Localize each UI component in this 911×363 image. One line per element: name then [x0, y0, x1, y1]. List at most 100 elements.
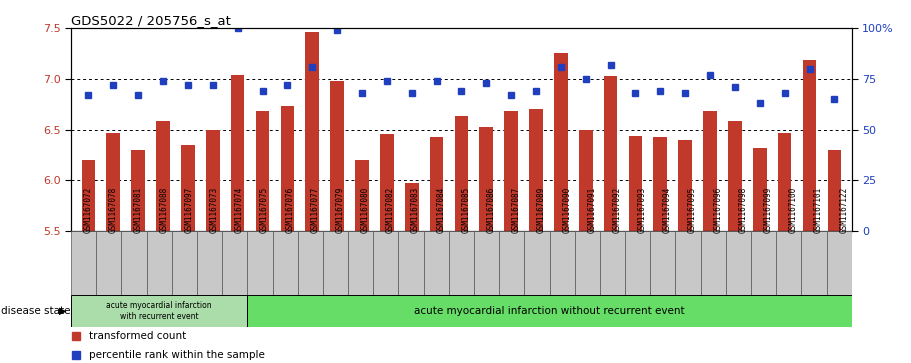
Bar	[499, 231, 525, 295]
Bar	[156, 122, 169, 231]
Text: GSM1167093: GSM1167093	[638, 187, 647, 233]
Text: acute myocardial infarction
with recurrent event: acute myocardial infarction with recurre…	[107, 301, 212, 321]
Text: GDS5022 / 205756_s_at: GDS5022 / 205756_s_at	[71, 14, 230, 27]
Text: GSM1167101: GSM1167101	[814, 187, 823, 233]
Bar	[449, 231, 474, 295]
Bar	[554, 53, 568, 231]
Text: GSM1167084: GSM1167084	[436, 187, 445, 233]
Bar	[430, 137, 444, 231]
Bar	[776, 231, 802, 295]
Text: GSM1167075: GSM1167075	[260, 187, 269, 233]
Bar	[131, 150, 145, 231]
Bar	[650, 231, 675, 295]
Bar	[549, 231, 575, 295]
Text: GSM1167090: GSM1167090	[562, 187, 571, 233]
Text: GSM1167096: GSM1167096	[713, 187, 722, 233]
Bar	[653, 137, 667, 231]
Text: GSM1167081: GSM1167081	[134, 187, 143, 233]
Text: GSM1167080: GSM1167080	[361, 187, 370, 233]
Text: GSM1167082: GSM1167082	[386, 187, 394, 233]
Text: transformed count: transformed count	[89, 331, 187, 341]
Bar	[479, 127, 493, 231]
Text: percentile rank within the sample: percentile rank within the sample	[89, 350, 265, 360]
Text: GSM1167099: GSM1167099	[763, 187, 773, 233]
Text: GSM1167074: GSM1167074	[235, 187, 244, 233]
Bar	[827, 150, 841, 231]
Text: GSM1167098: GSM1167098	[739, 187, 747, 233]
Text: GSM1167078: GSM1167078	[108, 187, 118, 233]
Bar	[230, 75, 244, 231]
Text: GSM1167089: GSM1167089	[537, 187, 546, 233]
Text: GSM1167091: GSM1167091	[588, 187, 597, 233]
Bar	[181, 145, 195, 231]
Text: GSM1167077: GSM1167077	[311, 187, 320, 233]
Text: acute myocardial infarction without recurrent event: acute myocardial infarction without recu…	[415, 306, 685, 316]
Bar	[726, 231, 751, 295]
Bar	[424, 231, 449, 295]
Bar	[802, 231, 826, 295]
Bar	[803, 61, 816, 231]
Bar	[331, 81, 344, 231]
Text: GSM1167122: GSM1167122	[839, 187, 848, 233]
Bar	[206, 130, 220, 231]
Bar	[305, 32, 319, 231]
Bar	[703, 111, 717, 231]
Bar	[82, 160, 96, 231]
Text: GSM1167083: GSM1167083	[411, 187, 420, 233]
Bar	[71, 295, 248, 327]
Text: GSM1167094: GSM1167094	[663, 187, 672, 233]
Text: GSM1167079: GSM1167079	[335, 187, 344, 233]
Bar	[272, 231, 298, 295]
Text: ▶: ▶	[59, 306, 67, 316]
Bar	[248, 295, 852, 327]
Bar	[728, 122, 742, 231]
Bar	[172, 231, 197, 295]
Bar	[147, 231, 172, 295]
Bar	[256, 111, 270, 231]
Bar	[778, 132, 792, 231]
Bar	[222, 231, 248, 295]
Text: GSM1167073: GSM1167073	[210, 187, 219, 233]
Bar	[71, 231, 97, 295]
Text: disease state: disease state	[1, 306, 70, 316]
Bar	[398, 231, 424, 295]
Bar	[529, 109, 543, 231]
Bar	[753, 148, 767, 231]
Bar	[97, 231, 121, 295]
Bar	[197, 231, 222, 295]
Bar	[455, 117, 468, 231]
Text: GSM1167100: GSM1167100	[789, 187, 798, 233]
Bar	[404, 183, 418, 231]
Bar	[348, 231, 374, 295]
Bar	[675, 231, 701, 295]
Bar	[701, 231, 726, 295]
Text: GSM1167092: GSM1167092	[612, 187, 621, 233]
Bar	[525, 231, 549, 295]
Bar	[355, 160, 369, 231]
Bar	[604, 76, 618, 231]
Bar	[474, 231, 499, 295]
Bar	[826, 231, 852, 295]
Bar	[107, 132, 120, 231]
Bar	[322, 231, 348, 295]
Bar	[751, 231, 776, 295]
Text: GSM1167087: GSM1167087	[512, 187, 521, 233]
Bar	[575, 231, 600, 295]
Bar	[600, 231, 625, 295]
Text: GSM1167086: GSM1167086	[486, 187, 496, 233]
Text: GSM1167072: GSM1167072	[84, 187, 93, 233]
Bar	[380, 134, 394, 231]
Bar	[281, 106, 294, 231]
Text: GSM1167085: GSM1167085	[462, 187, 470, 233]
Text: GSM1167088: GSM1167088	[159, 187, 169, 233]
Text: GSM1167076: GSM1167076	[285, 187, 294, 233]
Bar	[679, 140, 692, 231]
Bar	[121, 231, 147, 295]
Text: GSM1167097: GSM1167097	[184, 187, 193, 233]
Bar	[629, 136, 642, 231]
Text: GSM1167095: GSM1167095	[688, 187, 697, 233]
Bar	[578, 130, 592, 231]
Bar	[374, 231, 398, 295]
Bar	[625, 231, 650, 295]
Bar	[248, 231, 272, 295]
